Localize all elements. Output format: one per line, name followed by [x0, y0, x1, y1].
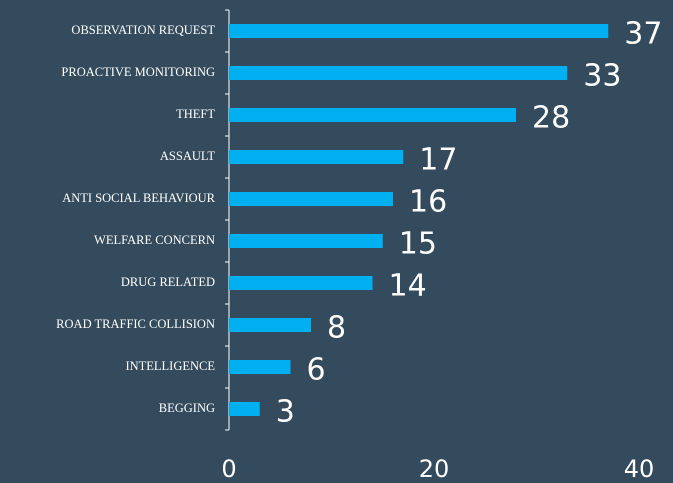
- x-tick-label: 20: [419, 455, 450, 483]
- y-tick-label: ANTI SOCIAL BEHAVIOUR: [62, 191, 215, 205]
- y-tick-label: BEGGING: [159, 401, 215, 415]
- y-tick-label: OBSERVATION REQUEST: [71, 23, 215, 37]
- data-label: 37: [624, 17, 662, 52]
- bar: [229, 150, 404, 164]
- y-tick-label: ASSAULT: [160, 149, 215, 163]
- bar: [229, 234, 383, 248]
- bar: [229, 276, 373, 290]
- data-label: 33: [583, 59, 621, 94]
- y-tick-label: WELFARE CONCERN: [94, 233, 215, 247]
- y-tick-label: INTELLIGENCE: [125, 359, 215, 373]
- bar: [229, 360, 291, 374]
- data-label: 14: [389, 269, 427, 304]
- bar: [229, 108, 516, 122]
- data-label: 6: [307, 353, 326, 388]
- bar: [229, 318, 311, 332]
- data-label: 28: [532, 101, 570, 136]
- x-tick-label: 40: [624, 455, 655, 483]
- x-tick-label: 0: [221, 455, 236, 483]
- bar: [229, 66, 568, 80]
- data-label: 3: [276, 395, 295, 430]
- y-tick-label: PROACTIVE MONITORING: [61, 65, 215, 79]
- y-tick-label: THEFT: [176, 107, 215, 121]
- data-label: 8: [327, 311, 346, 346]
- y-tick-label: ROAD TRAFFIC COLLISION: [56, 317, 215, 331]
- bar: [229, 402, 260, 416]
- data-label: 17: [419, 143, 457, 178]
- bar: [229, 24, 609, 38]
- bar: [229, 192, 393, 206]
- data-label: 16: [409, 185, 447, 220]
- y-tick-label: DRUG RELATED: [121, 275, 215, 289]
- data-label: 15: [399, 227, 437, 262]
